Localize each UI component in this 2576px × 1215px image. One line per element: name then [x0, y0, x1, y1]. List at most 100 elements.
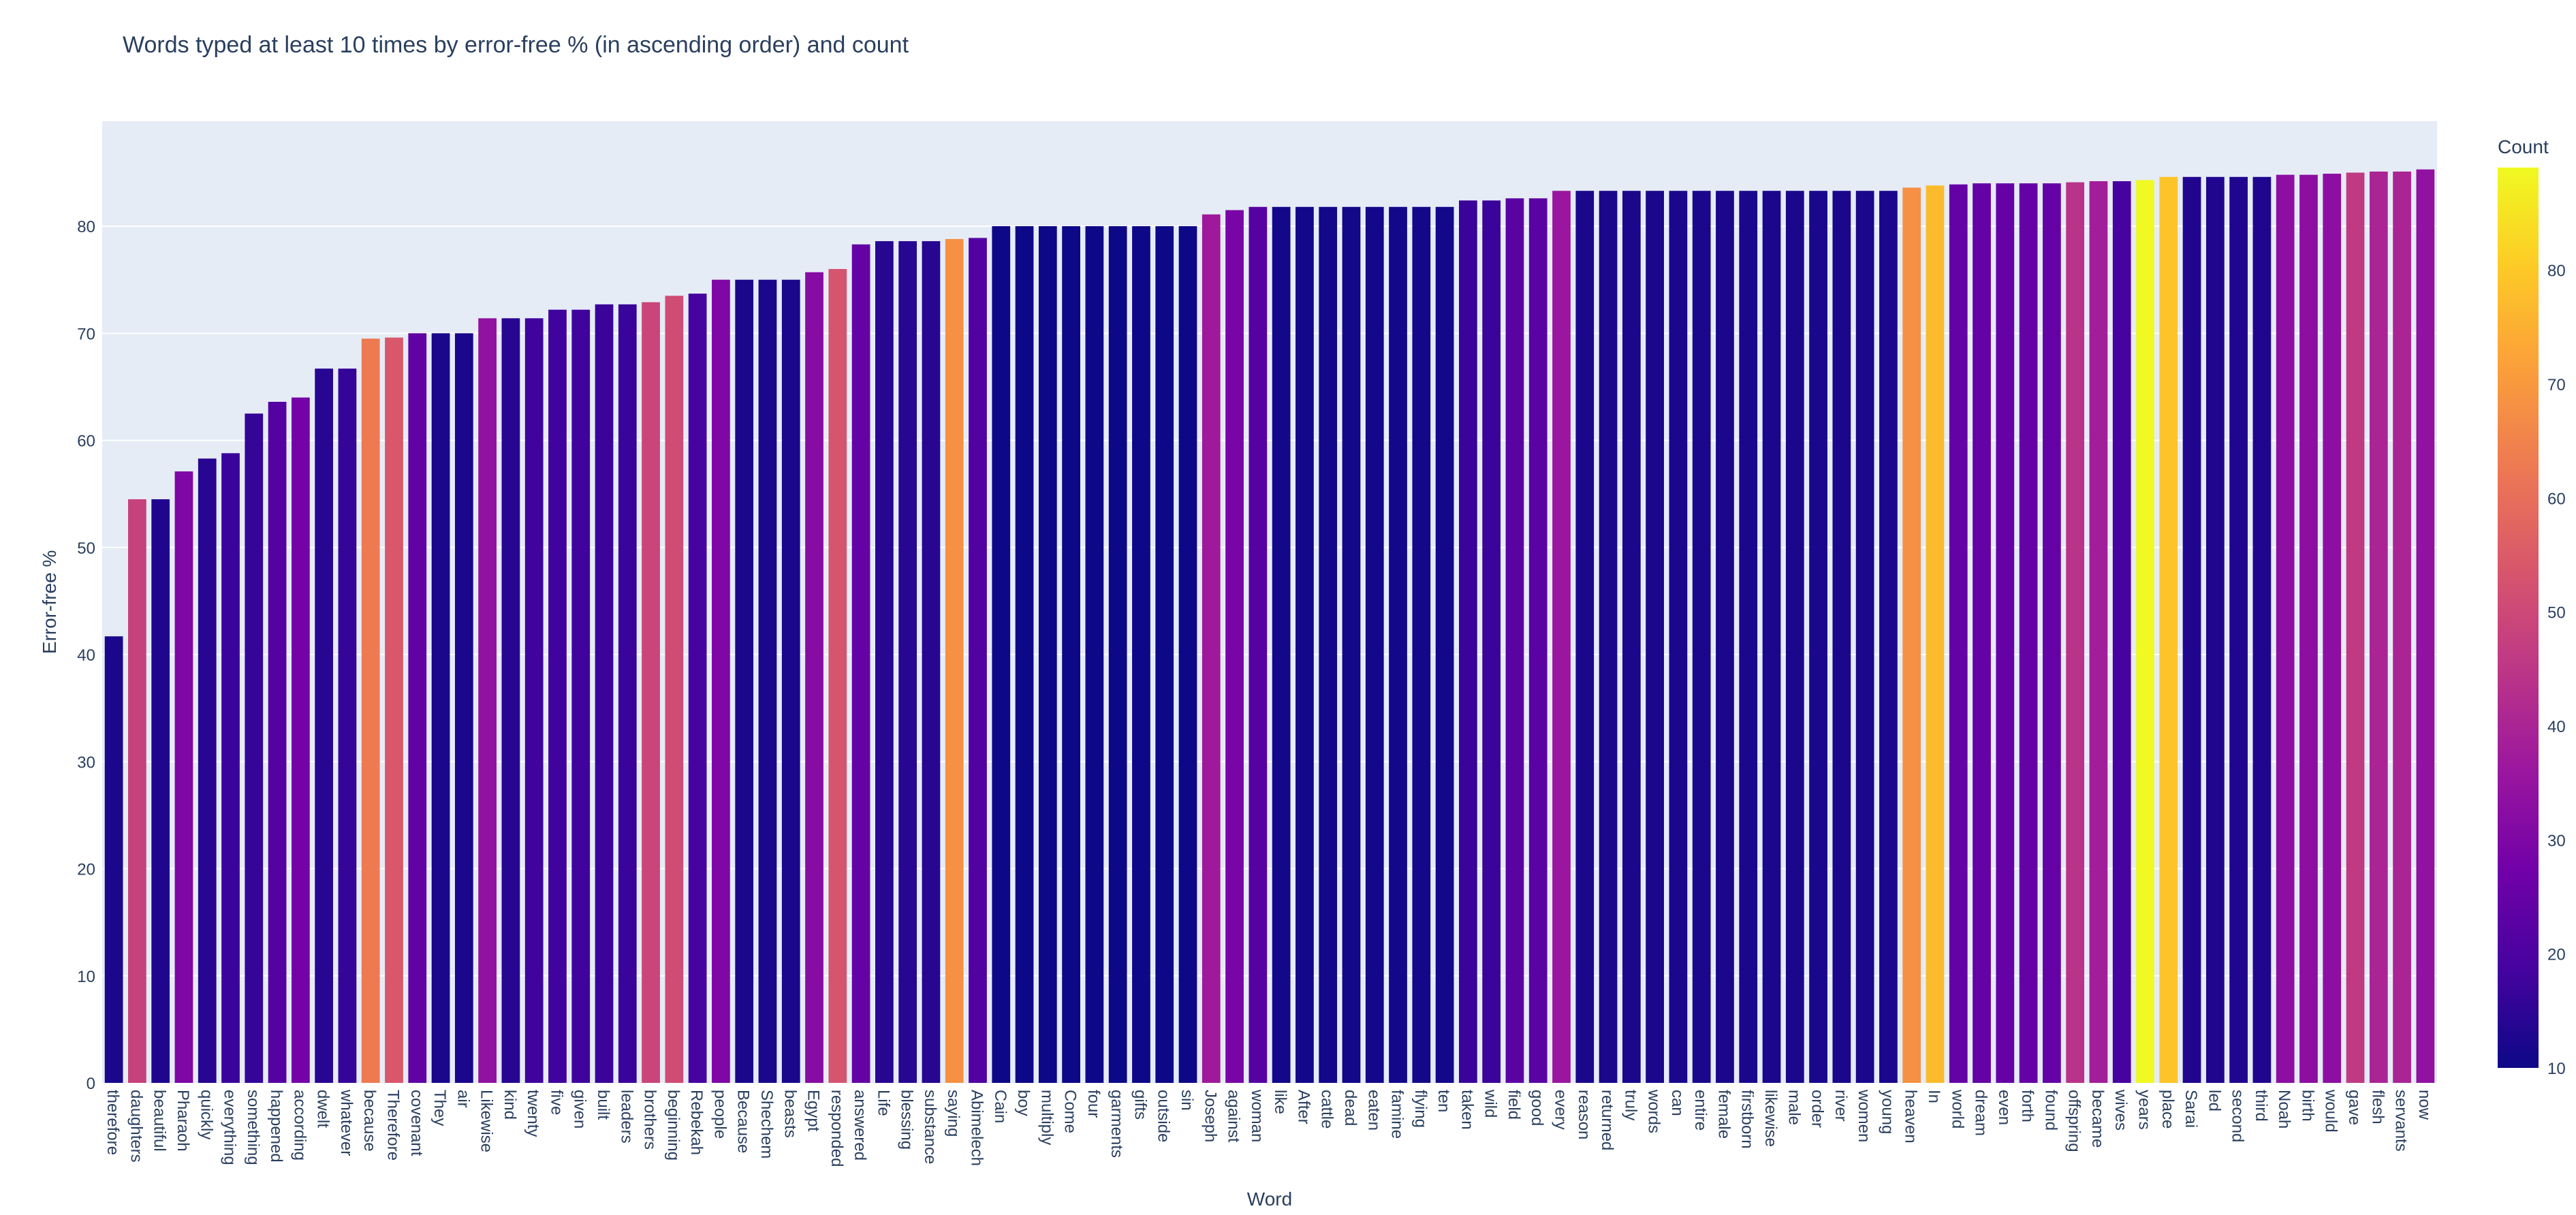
bar[interactable]	[875, 241, 894, 1083]
bar[interactable]	[1902, 187, 1921, 1083]
bar[interactable]	[665, 296, 684, 1083]
bar[interactable]	[1762, 191, 1781, 1084]
bar[interactable]	[174, 471, 193, 1083]
bar[interactable]	[1599, 191, 1618, 1084]
bar[interactable]	[1949, 184, 1968, 1083]
bar[interactable]	[922, 241, 941, 1083]
bar[interactable]	[571, 309, 591, 1084]
bar[interactable]	[1996, 183, 2015, 1083]
bar[interactable]	[2393, 171, 2411, 1084]
bar[interactable]	[992, 226, 1011, 1084]
bar[interactable]	[2416, 169, 2435, 1084]
bar[interactable]	[1879, 191, 1898, 1084]
bar[interactable]	[851, 244, 870, 1083]
bar[interactable]	[1295, 206, 1314, 1083]
bar[interactable]	[1272, 206, 1291, 1083]
bar[interactable]	[478, 318, 497, 1083]
bar[interactable]	[1646, 191, 1664, 1084]
bar[interactable]	[1155, 226, 1174, 1084]
bar[interactable]	[245, 413, 264, 1083]
bar[interactable]	[221, 453, 240, 1083]
bar[interactable]	[2159, 176, 2178, 1083]
bar[interactable]	[898, 241, 917, 1083]
bar[interactable]	[1435, 206, 1454, 1083]
bar[interactable]	[1785, 191, 1804, 1084]
bar[interactable]	[642, 302, 660, 1084]
bar[interactable]	[1062, 226, 1080, 1084]
bar[interactable]	[1178, 226, 1197, 1084]
bar[interactable]	[1319, 206, 1338, 1083]
bar[interactable]	[2205, 176, 2225, 1083]
bar[interactable]	[1248, 206, 1268, 1083]
bar[interactable]	[2276, 174, 2295, 1083]
bar[interactable]	[969, 238, 987, 1083]
bar[interactable]	[2252, 176, 2272, 1083]
bar[interactable]	[1389, 206, 1407, 1083]
bar[interactable]	[1015, 226, 1034, 1084]
bar[interactable]	[712, 279, 730, 1084]
bar[interactable]	[945, 238, 964, 1083]
bar[interactable]	[104, 636, 123, 1083]
bar[interactable]	[781, 279, 800, 1084]
bar[interactable]	[1482, 200, 1501, 1084]
bar[interactable]	[501, 318, 520, 1083]
bar[interactable]	[1459, 200, 1477, 1084]
bar[interactable]	[2299, 174, 2318, 1083]
bar[interactable]	[828, 268, 847, 1083]
bar[interactable]	[198, 458, 217, 1083]
bar[interactable]	[1038, 226, 1057, 1084]
bar[interactable]	[128, 499, 146, 1083]
bar[interactable]	[1575, 191, 1595, 1084]
bar[interactable]	[2323, 174, 2342, 1084]
bar[interactable]	[292, 397, 310, 1083]
bar[interactable]	[2369, 171, 2388, 1084]
bar[interactable]	[618, 304, 637, 1084]
bar[interactable]	[1132, 226, 1150, 1084]
bar[interactable]	[1832, 191, 1851, 1084]
bar[interactable]	[1716, 191, 1734, 1084]
bar[interactable]	[2136, 180, 2154, 1083]
bar[interactable]	[1528, 198, 1548, 1084]
bar[interactable]	[2112, 181, 2131, 1083]
bar[interactable]	[1412, 206, 1431, 1083]
bar[interactable]	[1552, 191, 1571, 1084]
bar[interactable]	[2019, 183, 2038, 1083]
bar[interactable]	[1505, 198, 1524, 1084]
bar[interactable]	[431, 333, 450, 1084]
bar[interactable]	[1365, 206, 1384, 1083]
bar[interactable]	[1085, 226, 1104, 1084]
bar[interactable]	[1342, 206, 1361, 1083]
bar[interactable]	[1622, 191, 1641, 1084]
bar[interactable]	[315, 368, 334, 1084]
bar[interactable]	[735, 279, 754, 1084]
bar[interactable]	[524, 318, 544, 1083]
bar[interactable]	[1108, 226, 1127, 1084]
bar[interactable]	[1669, 191, 1688, 1084]
bar[interactable]	[454, 333, 473, 1084]
bar[interactable]	[2229, 176, 2248, 1083]
bar[interactable]	[2066, 182, 2085, 1083]
bar[interactable]	[338, 368, 357, 1084]
bar[interactable]	[151, 499, 170, 1083]
bar[interactable]	[408, 333, 427, 1084]
bar[interactable]	[385, 337, 403, 1084]
bar[interactable]	[1973, 183, 1991, 1083]
bar[interactable]	[1855, 191, 1874, 1084]
bar[interactable]	[2346, 172, 2365, 1084]
bar[interactable]	[2182, 176, 2201, 1083]
bar[interactable]	[688, 294, 707, 1083]
bar[interactable]	[595, 304, 614, 1084]
bar[interactable]	[2089, 181, 2108, 1083]
bar[interactable]	[1926, 185, 1945, 1083]
bar[interactable]	[758, 279, 777, 1084]
bar[interactable]	[548, 309, 567, 1084]
bar[interactable]	[1692, 191, 1711, 1084]
bar[interactable]	[2043, 183, 2061, 1083]
bar[interactable]	[268, 401, 287, 1083]
bar[interactable]	[1809, 191, 1827, 1084]
bar[interactable]	[1739, 191, 1758, 1084]
bar[interactable]	[805, 272, 823, 1083]
bar[interactable]	[1225, 210, 1244, 1083]
bar[interactable]	[1201, 214, 1221, 1083]
bar[interactable]	[361, 338, 380, 1084]
